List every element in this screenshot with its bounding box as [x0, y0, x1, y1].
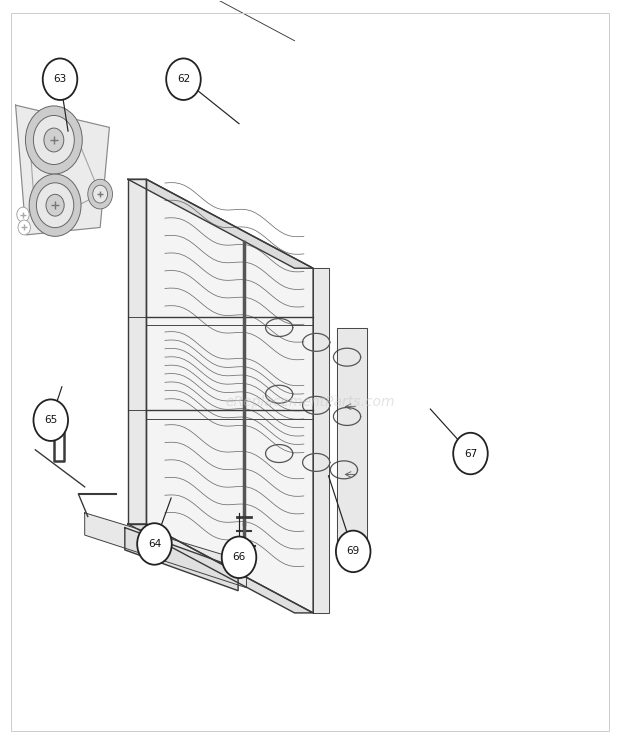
Polygon shape — [125, 527, 238, 591]
Circle shape — [33, 115, 74, 164]
Circle shape — [25, 106, 82, 174]
Text: 62: 62 — [177, 74, 190, 84]
Circle shape — [222, 536, 256, 578]
Polygon shape — [146, 179, 313, 613]
Circle shape — [17, 207, 29, 222]
Circle shape — [88, 179, 112, 209]
Circle shape — [336, 530, 371, 572]
Polygon shape — [128, 524, 313, 613]
Circle shape — [166, 59, 201, 100]
Circle shape — [44, 128, 64, 152]
Circle shape — [37, 183, 74, 228]
Circle shape — [33, 400, 68, 441]
Circle shape — [43, 59, 78, 100]
Text: 64: 64 — [148, 539, 161, 549]
Circle shape — [453, 433, 488, 474]
Circle shape — [18, 220, 30, 235]
Polygon shape — [128, 179, 313, 269]
Circle shape — [137, 523, 172, 565]
Text: 65: 65 — [44, 415, 58, 425]
Circle shape — [93, 185, 107, 203]
Text: 63: 63 — [53, 74, 66, 84]
Text: 66: 66 — [232, 552, 246, 562]
Text: eReplacementParts.com: eReplacementParts.com — [225, 394, 395, 408]
Polygon shape — [16, 105, 109, 235]
Circle shape — [46, 194, 64, 216]
Circle shape — [29, 174, 81, 237]
Text: 67: 67 — [464, 449, 477, 458]
Polygon shape — [85, 513, 246, 588]
Polygon shape — [337, 327, 368, 554]
Polygon shape — [128, 179, 146, 524]
Text: 69: 69 — [347, 546, 360, 557]
Polygon shape — [313, 269, 329, 613]
